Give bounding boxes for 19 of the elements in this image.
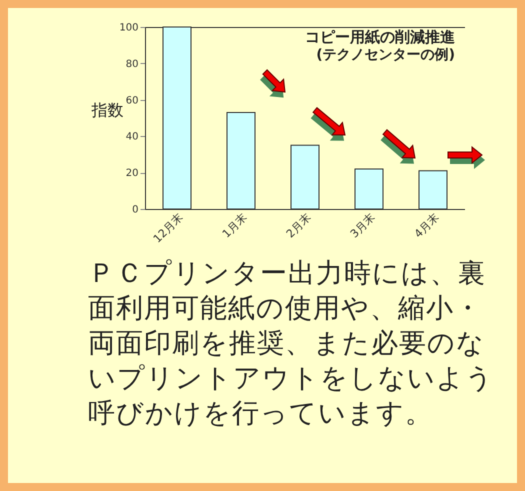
text: (テクノセンターの例) xyxy=(316,47,455,63)
y-tick-label: 80 xyxy=(126,58,138,70)
bar xyxy=(226,112,256,210)
chart-title: コピー用紙の削減推進 xyxy=(305,28,456,46)
text: ＰＣプリンター出力時には、裏面利用可能紙の使用や、縮小・両面印刷を推奨、また必要のないプリントアウトをしないよう呼びかけを行っています。 xyxy=(88,257,495,431)
x-tick-label: 12月末 xyxy=(150,210,186,246)
bar xyxy=(290,144,320,210)
x-tick-label: 4月末 xyxy=(412,210,442,240)
y-axis-title: 指数 xyxy=(90,100,124,120)
x-tick-label: 3月末 xyxy=(348,210,378,240)
y-tick-label: 0 xyxy=(132,204,138,216)
bar xyxy=(354,168,384,210)
bar xyxy=(418,170,448,210)
y-tick-label: 100 xyxy=(119,22,138,34)
y-tick-label: 60 xyxy=(126,95,138,106)
y-tick-label: 20 xyxy=(126,168,138,180)
y-tick-label: 40 xyxy=(126,132,138,143)
x-tick-label: 1月末 xyxy=(220,210,250,240)
x-tick-label: 2月末 xyxy=(284,210,314,240)
